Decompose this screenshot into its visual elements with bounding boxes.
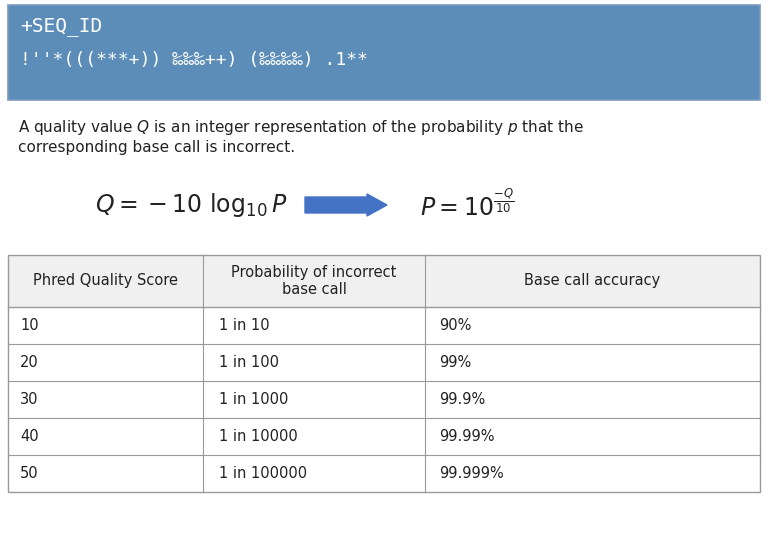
- Text: Phred Quality Score: Phred Quality Score: [33, 273, 178, 288]
- Text: Probability of incorrect
base call: Probability of incorrect base call: [231, 265, 397, 297]
- Text: 90%: 90%: [439, 318, 472, 333]
- Text: +SEQ_ID: +SEQ_ID: [20, 17, 102, 36]
- Text: 1 in 10000: 1 in 10000: [219, 429, 298, 444]
- Bar: [8, 344, 760, 381]
- Bar: [8, 381, 760, 418]
- Text: 30: 30: [20, 392, 38, 407]
- Text: $P = 10^{\frac{-Q}{10}}$: $P = 10^{\frac{-Q}{10}}$: [420, 189, 515, 221]
- Text: 50: 50: [20, 466, 38, 481]
- Text: A quality value $Q$ is an integer representation of the probability $p$ that the: A quality value $Q$ is an integer repres…: [18, 118, 584, 137]
- Text: 99.9%: 99.9%: [439, 392, 485, 407]
- Text: !''*(((***+)) ‰‰‰++) (‰‰‰‰) .1**: !''*(((***+)) ‰‰‰++) (‰‰‰‰) .1**: [20, 51, 368, 69]
- Text: 1 in 10: 1 in 10: [219, 318, 270, 333]
- Bar: [8, 5, 760, 100]
- Bar: [8, 255, 760, 492]
- Text: 99.999%: 99.999%: [439, 466, 504, 481]
- Bar: [8, 255, 760, 307]
- Text: $Q = -10\ \log_{10} P$: $Q = -10\ \log_{10} P$: [95, 191, 287, 219]
- Bar: [8, 455, 760, 492]
- Text: corresponding base call is incorrect.: corresponding base call is incorrect.: [18, 140, 295, 155]
- Text: 99%: 99%: [439, 355, 472, 370]
- FancyArrow shape: [305, 194, 387, 216]
- Text: 1 in 100: 1 in 100: [219, 355, 279, 370]
- Bar: [8, 418, 760, 455]
- Text: 40: 40: [20, 429, 38, 444]
- Text: 1 in 100000: 1 in 100000: [219, 466, 307, 481]
- Text: 99.99%: 99.99%: [439, 429, 495, 444]
- Text: Base call accuracy: Base call accuracy: [525, 273, 660, 288]
- Text: 10: 10: [20, 318, 38, 333]
- Text: 20: 20: [20, 355, 38, 370]
- Text: 1 in 1000: 1 in 1000: [219, 392, 288, 407]
- Bar: [8, 307, 760, 344]
